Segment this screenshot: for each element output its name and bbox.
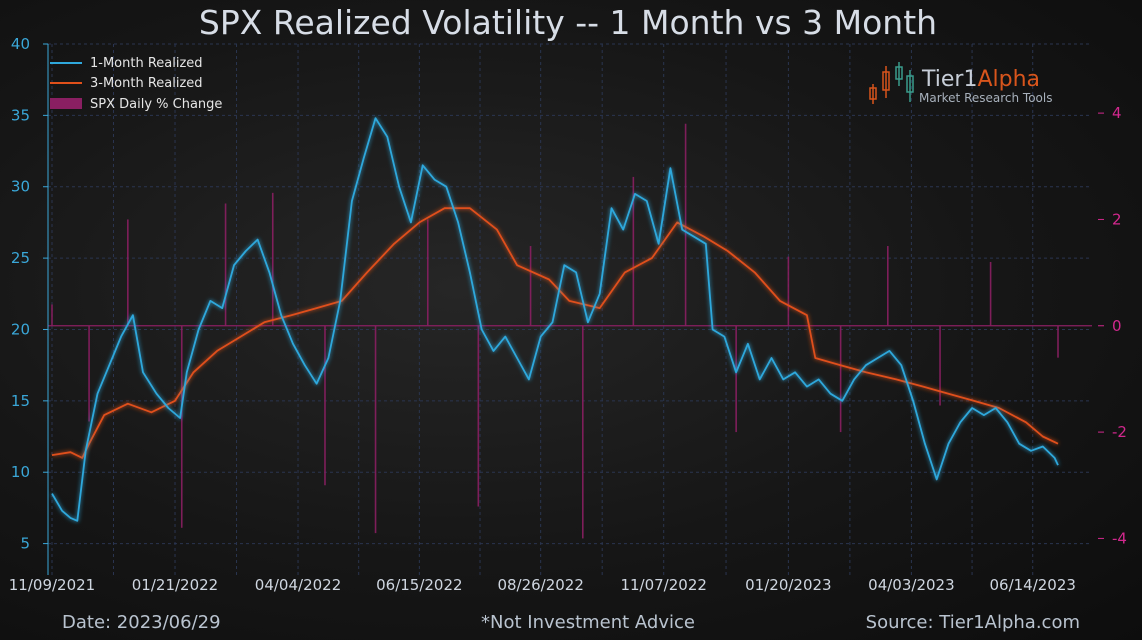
- footer-disclaimer: *Not Investment Advice: [481, 612, 695, 633]
- daily-change-bar: [787, 256, 790, 326]
- x-tick-label: 04/03/2023: [868, 576, 954, 594]
- legend-label-3month: 3-Month Realized: [90, 76, 203, 91]
- x-tick-label: 01/20/2023: [745, 576, 831, 594]
- y-right-tick-label: -4: [1112, 529, 1127, 547]
- y-left-tick-label: 20: [11, 320, 30, 338]
- daily-change-bar: [477, 325, 480, 507]
- y-right-tick-label: 0: [1112, 317, 1122, 335]
- daily-change-bar: [989, 261, 992, 326]
- series-lines: [51, 117, 1059, 522]
- daily-change-bar: [1057, 325, 1059, 358]
- daily-change-bar: [529, 246, 532, 326]
- daily-change-bar: [374, 325, 377, 534]
- logo-wordmark: Tier1Alpha: [921, 67, 1040, 92]
- daily-change-bar: [939, 325, 941, 406]
- daily-change-bar: [426, 219, 429, 326]
- y-left-tick-label: 15: [11, 392, 30, 410]
- legend-label-1month: 1-Month Realized: [90, 56, 203, 71]
- legend: 1-Month Realized 3-Month Realized SPX Da…: [50, 56, 222, 112]
- legend-swatch-daily-change: [50, 98, 82, 109]
- daily-change-bar: [735, 325, 737, 433]
- legend-label-daily-change: SPX Daily % Change: [90, 97, 222, 112]
- daily-change-bar: [127, 219, 129, 326]
- y-right-tick-label: 4: [1112, 104, 1122, 122]
- y-left-tick-label: 25: [11, 249, 30, 267]
- x-tick-label: 06/15/2022: [376, 576, 462, 594]
- three-month-line: [51, 207, 1059, 459]
- daily-change-bars: [48, 123, 1092, 539]
- daily-change-bar: [180, 325, 183, 528]
- y-right-tick-label: -2: [1112, 423, 1127, 441]
- daily-change-bar: [88, 325, 90, 422]
- daily-change-bar: [271, 192, 274, 326]
- y-left-tick-label: 10: [11, 463, 30, 481]
- chart-title: SPX Realized Volatility -- 1 Month vs 3 …: [199, 3, 937, 42]
- y-left-tick-label: 40: [11, 35, 30, 53]
- x-tick-label: 06/14/2023: [989, 576, 1075, 594]
- daily-change-bar: [224, 203, 227, 326]
- daily-change-bar: [839, 325, 842, 433]
- daily-change-bar: [887, 246, 889, 326]
- x-tick-label: 11/09/2021: [9, 576, 95, 594]
- daily-change-bar: [324, 325, 326, 486]
- daily-change-bar: [632, 176, 635, 326]
- logo-tagline: Market Research Tools: [919, 91, 1052, 105]
- tier1alpha-logo: Tier1Alpha Market Research Tools: [869, 62, 1052, 105]
- candlestick-icon: [869, 62, 914, 104]
- y-left-tick-label: 5: [20, 535, 30, 553]
- one-month-line: [51, 117, 1059, 522]
- x-tick-label: 08/26/2022: [497, 576, 583, 594]
- daily-change-bar: [684, 123, 687, 326]
- daily-change-bar: [51, 304, 53, 326]
- x-tick-label: 04/04/2022: [255, 576, 341, 594]
- footer-source: Source: Tier1Alpha.com: [866, 612, 1080, 633]
- y-left-tick-label: 30: [11, 178, 30, 196]
- y-left-tick-label: 35: [11, 106, 30, 124]
- x-tick-label: 11/07/2022: [620, 576, 706, 594]
- daily-change-bar: [582, 325, 584, 539]
- x-tick-label: 01/21/2022: [132, 576, 218, 594]
- grid: [47, 43, 1092, 575]
- footer-date: Date: 2023/06/29: [62, 612, 221, 633]
- y-right-tick-label: 2: [1112, 210, 1122, 228]
